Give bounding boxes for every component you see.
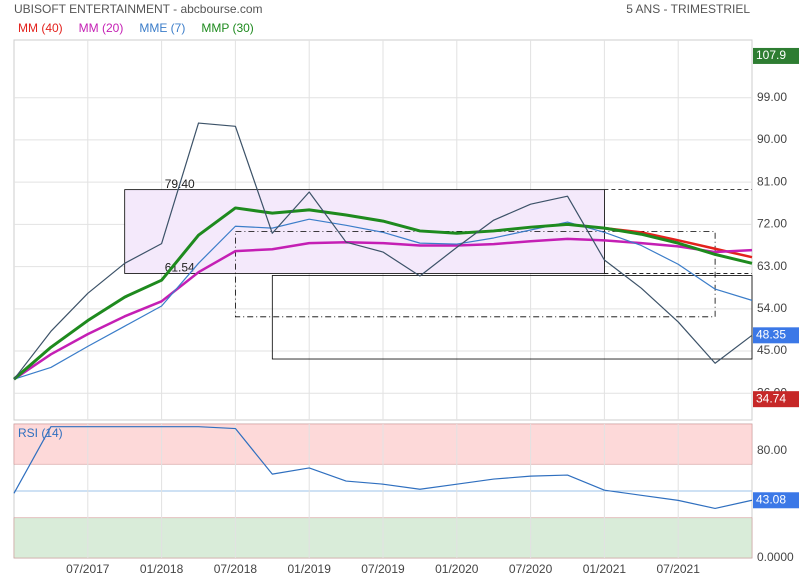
x-tick-label: 01/2021 bbox=[583, 562, 627, 576]
y-tick-label: 45.00 bbox=[757, 343, 787, 357]
price-zone bbox=[271, 275, 753, 360]
y-tick-label: 99.00 bbox=[757, 90, 787, 104]
series-line bbox=[13, 122, 753, 380]
legend-entry: RSI (14) bbox=[18, 426, 63, 440]
y-tick-label: 72.00 bbox=[757, 217, 787, 231]
x-tick-label: 07/2020 bbox=[509, 562, 553, 576]
price-marker-label: 43.08 bbox=[756, 492, 786, 506]
series-line bbox=[13, 237, 753, 381]
y-tick-label: 54.00 bbox=[757, 301, 787, 315]
chart-subtitle: 5 ANS - TRIMESTRIEL bbox=[626, 2, 750, 16]
x-tick-label: 07/2018 bbox=[214, 562, 258, 576]
x-tick-label: 01/2019 bbox=[288, 562, 332, 576]
y-tick-label: 80.00 bbox=[757, 443, 787, 457]
series-line bbox=[13, 206, 753, 381]
x-tick-label: 07/2019 bbox=[361, 562, 405, 576]
y-tick-label: 63.00 bbox=[757, 259, 787, 273]
x-tick-label: 01/2018 bbox=[140, 562, 184, 576]
legend-entry: MME (7) bbox=[139, 21, 185, 35]
x-tick-label: 07/2017 bbox=[66, 562, 110, 576]
y-tick-label: 0.0000 bbox=[757, 550, 794, 564]
x-tick-label: 01/2020 bbox=[435, 562, 479, 576]
y-tick-label: 90.00 bbox=[757, 132, 787, 146]
price-marker-label: 34.74 bbox=[756, 391, 786, 405]
price-marker bbox=[753, 391, 799, 408]
x-tick-label: 07/2021 bbox=[657, 562, 701, 576]
legend-entry: MM (20) bbox=[79, 21, 124, 35]
series-line bbox=[13, 218, 753, 380]
price-marker bbox=[753, 327, 799, 344]
price-marker bbox=[753, 47, 799, 64]
series-line bbox=[13, 426, 753, 510]
legend-entry: MMP (30) bbox=[201, 21, 253, 35]
price-marker bbox=[753, 492, 799, 509]
price-zone bbox=[124, 189, 605, 274]
price-marker-label: 107.9 bbox=[756, 48, 786, 62]
price-marker-label: 48.35 bbox=[756, 327, 786, 341]
y-tick-label: 81.00 bbox=[757, 174, 787, 188]
legend-entry: MM (40) bbox=[18, 21, 63, 35]
chart-title: UBISOFT ENTERTAINMENT - abcbourse.com bbox=[14, 2, 263, 16]
zone-label: 61.54 bbox=[165, 261, 195, 275]
